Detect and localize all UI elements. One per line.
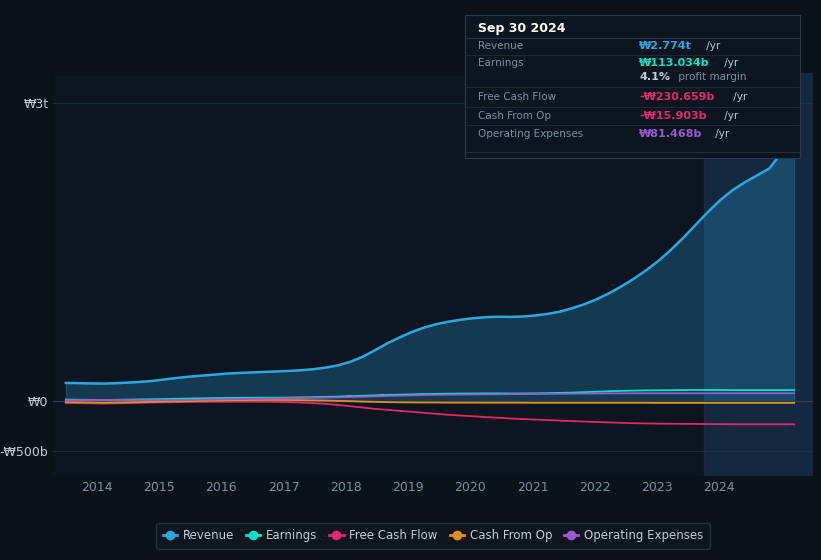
Text: Earnings: Earnings (479, 58, 524, 68)
Text: /yr: /yr (712, 129, 729, 139)
Text: ₩113.034b: ₩113.034b (640, 58, 710, 68)
Text: ₩81.468b: ₩81.468b (640, 129, 703, 139)
Text: /yr: /yr (721, 58, 738, 68)
Text: Cash From Op: Cash From Op (479, 111, 552, 121)
Text: 4.1%: 4.1% (640, 72, 670, 82)
Legend: Revenue, Earnings, Free Cash Flow, Cash From Op, Operating Expenses: Revenue, Earnings, Free Cash Flow, Cash … (156, 522, 710, 549)
Text: ₩2.774t: ₩2.774t (640, 41, 692, 51)
Text: profit margin: profit margin (676, 72, 747, 82)
Text: -₩15.903b: -₩15.903b (640, 111, 707, 121)
Text: Revenue: Revenue (479, 41, 524, 51)
Text: Operating Expenses: Operating Expenses (479, 129, 584, 139)
Text: /yr: /yr (730, 92, 747, 102)
Text: Free Cash Flow: Free Cash Flow (479, 92, 557, 102)
Text: -₩230.659b: -₩230.659b (640, 92, 714, 102)
Text: /yr: /yr (703, 41, 720, 51)
Text: /yr: /yr (721, 111, 738, 121)
Text: Sep 30 2024: Sep 30 2024 (479, 22, 566, 35)
Bar (704, 73, 813, 476)
